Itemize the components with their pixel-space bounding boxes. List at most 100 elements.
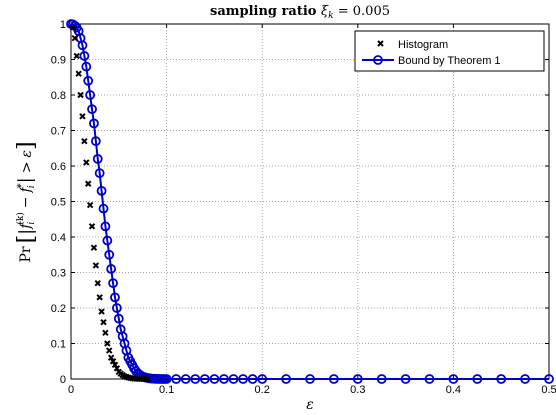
x-tick-label: 0.5: [541, 384, 556, 396]
bound-point: [110, 292, 120, 303]
bound-point: [496, 374, 507, 384]
bound-point: [96, 185, 107, 196]
histogram-point: [79, 113, 86, 120]
histogram-point: [102, 329, 109, 337]
bound-point: [81, 61, 92, 72]
histogram-point: [69, 24, 77, 31]
bound-point: [108, 278, 118, 289]
series-histogram: [69, 24, 151, 383]
histogram-point: [81, 137, 88, 145]
legend-box: [354, 30, 545, 72]
x-axis-label: ε: [306, 397, 314, 413]
histogram-point: [104, 340, 111, 347]
histogram-point: [111, 361, 119, 369]
histogram-point: [85, 180, 92, 187]
bound-point: [79, 51, 90, 61]
y-tick-label: 0.1: [51, 339, 66, 351]
legend-bound-label: Bound by Theorem 1: [398, 55, 501, 67]
bound-point: [113, 313, 124, 324]
series-layer: [66, 19, 554, 384]
legend-bound-marker: [373, 55, 383, 65]
bound-point: [281, 374, 292, 384]
y-tick-label: 1: [60, 19, 66, 31]
histogram-point: [88, 223, 96, 230]
y-tick-label: 0.3: [51, 268, 66, 280]
histogram-point: [113, 365, 121, 372]
histogram-point: [75, 70, 82, 77]
bound-point: [376, 374, 387, 384]
bound-point: [83, 75, 94, 86]
bound-point: [98, 203, 109, 214]
histogram-point: [98, 308, 105, 315]
bound-point: [219, 374, 229, 384]
histogram-point: [106, 347, 113, 354]
legend: Histogram Bound by Theorem 1: [354, 30, 545, 72]
chart-title: sampling ratio ξk = 0.005: [210, 4, 390, 21]
bound-point: [305, 374, 315, 384]
histogram-point: [77, 91, 84, 99]
bound-point: [111, 303, 122, 313]
histogram-point: [92, 262, 100, 269]
bound-point: [424, 374, 435, 384]
histogram-point: [86, 201, 94, 209]
y-tick-label: 0.8: [51, 90, 66, 102]
bound-point: [238, 374, 248, 384]
bound-point: [90, 136, 101, 147]
histogram-point: [73, 52, 80, 60]
bound-point: [106, 264, 117, 274]
bound-point: [104, 249, 115, 260]
y-tick-label: 0.2: [51, 303, 66, 315]
bound-point: [87, 104, 97, 115]
bound-point: [89, 118, 99, 129]
legend-histogram-label: Histogram: [398, 39, 448, 51]
histogram-point: [94, 279, 101, 287]
x-tick-label: 0: [68, 384, 74, 396]
bound-point: [199, 374, 210, 384]
bound-point: [448, 374, 459, 384]
bound-point: [180, 374, 191, 384]
legend-histogram-marker: [377, 40, 384, 47]
bound-point: [520, 374, 530, 384]
bound-point: [209, 374, 220, 384]
bound-point: [161, 374, 172, 384]
histogram-point: [71, 34, 79, 42]
histogram-point: [107, 354, 115, 361]
histogram-point: [90, 244, 98, 251]
bound-point: [328, 374, 339, 384]
series-bound-theorem1: [66, 19, 554, 384]
histogram-point: [83, 159, 90, 166]
y-tick-label: 0.6: [51, 161, 66, 173]
bound-point: [92, 153, 103, 164]
bound-point: [171, 374, 182, 384]
plot-area: [71, 24, 549, 379]
bound-point: [102, 235, 113, 246]
y-tick-label: 0.4: [51, 232, 66, 244]
histogram-point: [100, 318, 107, 326]
bound-point: [247, 374, 258, 384]
bound-point: [544, 374, 554, 384]
x-tick-label: 0.1: [159, 384, 174, 396]
bound-point: [352, 374, 363, 384]
histogram-point: [142, 375, 149, 383]
bound-point: [94, 168, 105, 179]
bound-point: [77, 40, 88, 51]
y-tick-label: 0.9: [51, 55, 66, 67]
grid: [71, 24, 549, 379]
bound-point: [472, 374, 483, 384]
bound-point: [400, 374, 411, 384]
bound-point: [257, 374, 268, 384]
histogram-point: [96, 294, 103, 301]
bound-point: [190, 374, 201, 384]
histogram-point: [144, 375, 151, 383]
y-tick-label: 0.5: [51, 197, 66, 209]
x-tick-label: 0.4: [446, 384, 461, 396]
x-tick-label: 0.2: [255, 384, 270, 396]
bound-point: [85, 90, 96, 100]
y-tick-labels: 0 0.1 0.2 0.3 0.4 0.5 0.6 0.7 0.8 0.9 1: [51, 19, 66, 386]
y-axis-label: Pr[|fi(k)−fi*|>ε]: [14, 141, 39, 262]
x-tick-labels: 0 0.1 0.2 0.3 0.4 0.5: [68, 384, 556, 396]
histogram-point: [109, 358, 117, 365]
bound-point: [228, 374, 239, 384]
y-tick-label: 0: [60, 374, 66, 386]
